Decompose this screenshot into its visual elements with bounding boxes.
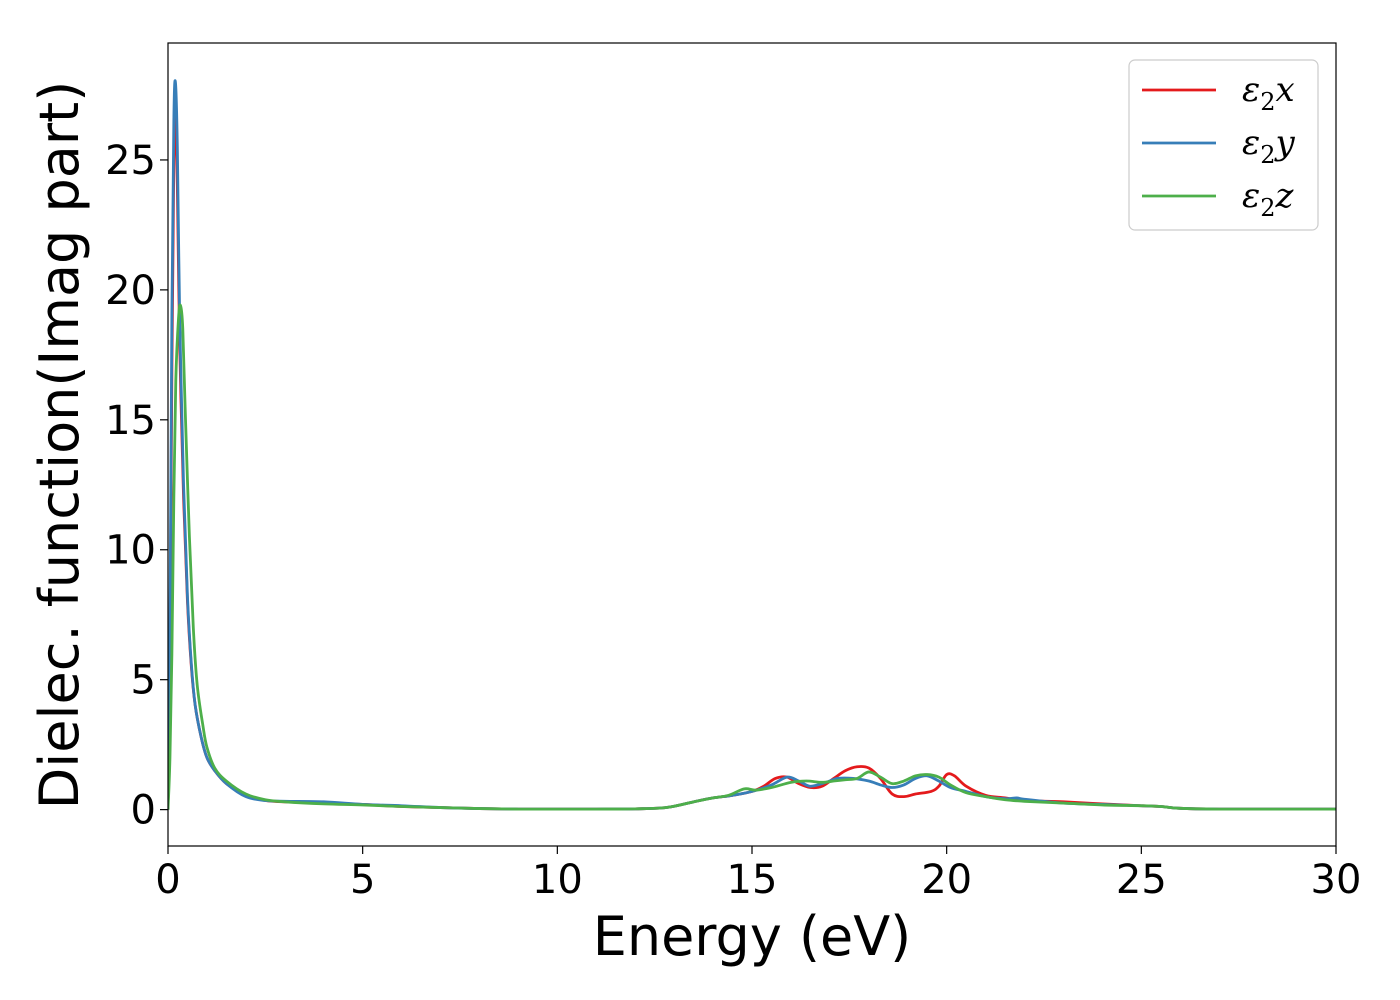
y-axis: 0 5 10 15 20 25 [105, 138, 168, 834]
x-tick-label: 15 [727, 857, 778, 903]
legend-label-y: ε2y [1242, 123, 1296, 169]
legend-label-x: ε2x [1242, 70, 1295, 116]
series-layer [168, 79, 1336, 811]
y-tick-label: 5 [131, 658, 156, 704]
x-axis-title: Energy (eV) [593, 905, 912, 968]
x-axis: 0 5 10 15 20 25 30 [155, 846, 1361, 903]
legend: ε2x ε2y ε2z [1128, 59, 1319, 231]
series-line-z [168, 303, 1336, 811]
y-tick-label: 15 [105, 398, 156, 444]
x-tick-label: 0 [155, 857, 180, 903]
x-tick-label: 10 [532, 857, 583, 903]
legend-box [1128, 59, 1319, 231]
x-tick-label: 25 [1116, 857, 1167, 903]
x-tick-label: 5 [350, 857, 375, 903]
y-tick-label: 25 [105, 138, 156, 184]
y-tick-label: 10 [105, 528, 156, 574]
y-tick-label: 0 [131, 788, 156, 834]
x-tick-label: 20 [921, 857, 972, 903]
y-axis-title: Dielec. function(Imag part) [28, 81, 91, 810]
legend-label-z: ε2z [1242, 176, 1295, 222]
x-tick-label: 30 [1311, 857, 1362, 903]
y-tick-label: 20 [105, 268, 156, 314]
